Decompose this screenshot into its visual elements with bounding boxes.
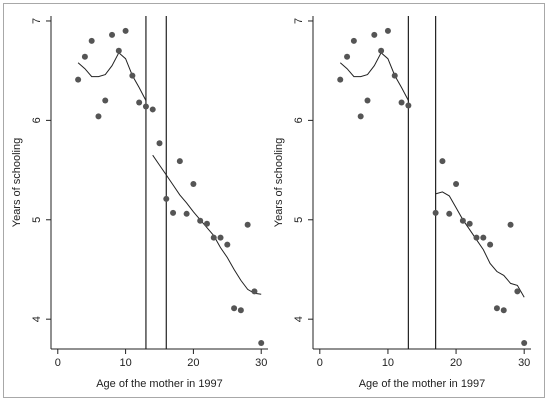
data-point — [203, 220, 210, 227]
y-tick-label: 5 — [293, 217, 305, 223]
fitted-line — [152, 154, 262, 295]
data-point — [364, 97, 371, 104]
data-point — [237, 307, 244, 314]
data-point — [337, 76, 344, 83]
data-point — [507, 221, 514, 228]
data-point — [378, 47, 385, 54]
data-point — [231, 305, 238, 312]
data-point — [136, 99, 143, 106]
data-point — [122, 27, 129, 34]
x-axis-title: Age of the mother in 1997 — [96, 378, 223, 390]
data-point — [371, 31, 378, 38]
x-axis-title: Age of the mother in 1997 — [359, 378, 486, 390]
data-point — [183, 210, 190, 217]
data-point — [459, 217, 466, 224]
y-axis-title: Years of schooling — [273, 138, 285, 228]
y-tick-label: 6 — [293, 117, 305, 123]
x-tick-label: 30 — [255, 357, 267, 369]
data-point — [163, 195, 170, 202]
fitted-line — [339, 52, 409, 101]
data-point — [170, 209, 177, 216]
data-point — [344, 53, 351, 60]
data-point — [384, 27, 391, 34]
data-point — [521, 340, 528, 347]
data-point — [487, 241, 494, 248]
data-point — [439, 158, 446, 165]
fitted-line — [435, 191, 525, 298]
data-point — [149, 106, 156, 113]
data-point — [224, 241, 231, 248]
data-point — [244, 221, 251, 228]
data-point — [109, 31, 116, 38]
data-point — [514, 288, 521, 295]
y-tick-label: 6 — [31, 117, 43, 123]
data-point — [432, 209, 439, 216]
data-point — [156, 140, 163, 147]
data-point — [217, 234, 224, 241]
data-point — [75, 76, 82, 83]
chart-panel-right: 0 10 20 30 4 5 6 7 Age of the mother in 1997 Year… — [273, 16, 531, 390]
data-point — [405, 102, 412, 109]
data-point — [466, 220, 473, 227]
x-tick-label: 30 — [518, 357, 530, 369]
data-point — [357, 113, 364, 120]
y-tick-label: 5 — [31, 217, 43, 223]
data-point — [81, 53, 88, 60]
data-point — [95, 113, 102, 120]
data-point — [500, 307, 507, 314]
data-point — [142, 103, 149, 110]
x-tick-label: 0 — [317, 357, 323, 369]
data-point — [350, 37, 357, 44]
y-tick-label: 7 — [293, 18, 305, 24]
data-point — [190, 180, 197, 187]
y-tick-label: 4 — [293, 316, 305, 322]
y-tick-label: 4 — [31, 316, 43, 322]
data-point — [446, 210, 453, 217]
data-point — [197, 217, 204, 224]
data-point — [480, 234, 487, 241]
data-point — [115, 47, 122, 54]
chart-panel-left: 0 10 20 30 4 5 6 7 Age of the mother in 1997 Year… — [11, 16, 268, 390]
data-point — [391, 72, 398, 79]
x-tick-label: 10 — [382, 357, 394, 369]
figure-frame — [3, 3, 545, 398]
fitted-line — [77, 52, 147, 101]
y-tick-label: 7 — [31, 18, 43, 24]
x-tick-label: 20 — [187, 357, 199, 369]
x-tick-label: 10 — [119, 357, 131, 369]
data-point — [493, 305, 500, 312]
data-point — [102, 97, 109, 104]
data-point — [453, 180, 460, 187]
data-point — [129, 72, 136, 79]
data-point — [88, 37, 95, 44]
data-point — [251, 288, 258, 295]
x-tick-label: 0 — [55, 357, 61, 369]
data-point — [258, 340, 265, 347]
data-point — [210, 234, 217, 241]
data-point — [176, 158, 183, 165]
data-point — [473, 234, 480, 241]
data-point — [398, 99, 405, 106]
x-tick-label: 20 — [450, 357, 462, 369]
y-axis-title: Years of schooling — [11, 138, 23, 228]
